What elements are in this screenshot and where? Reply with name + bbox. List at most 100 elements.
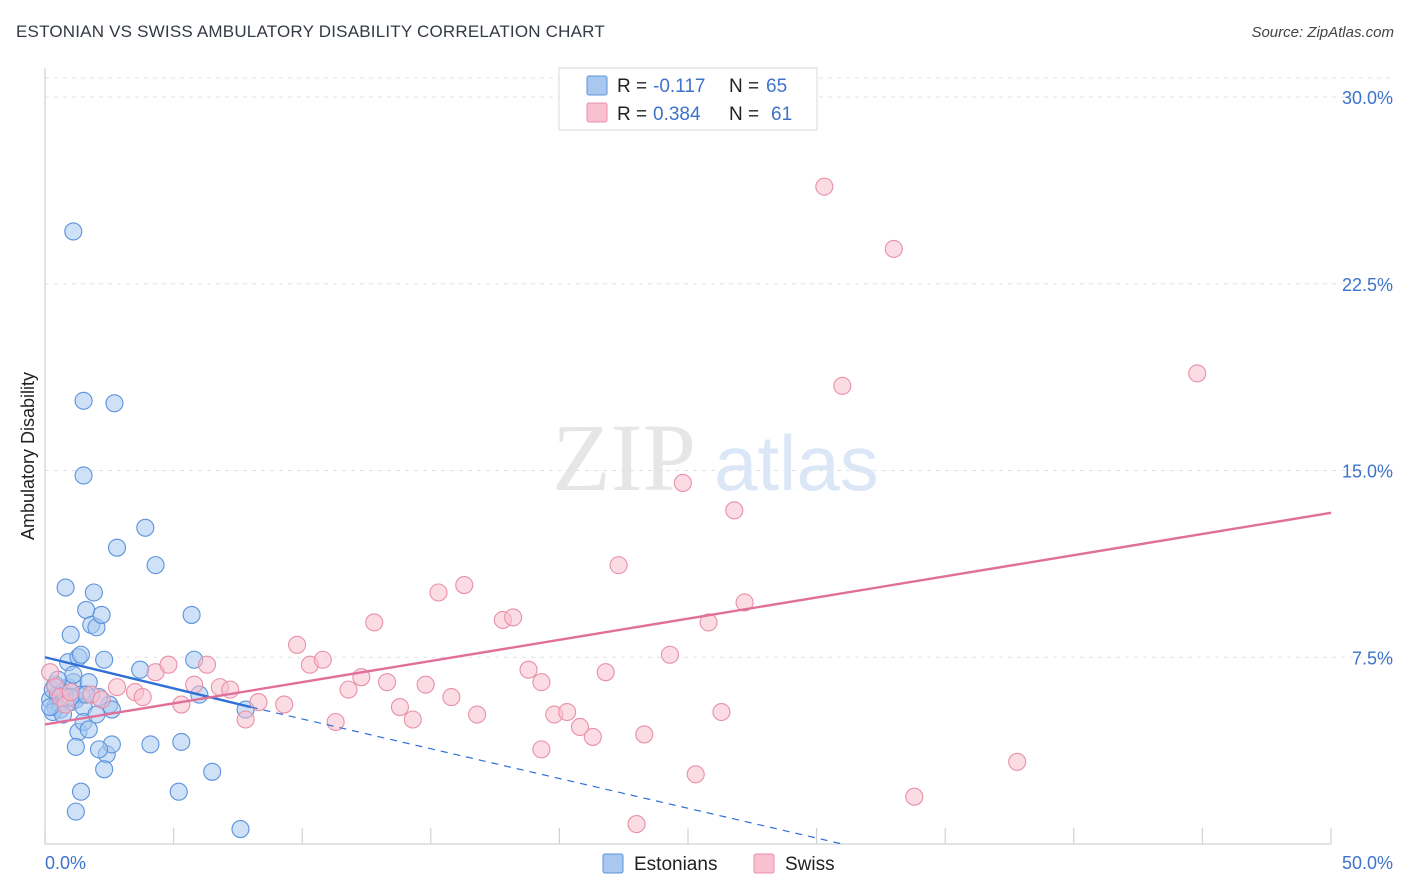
swiss-point-60 [1188, 364, 1207, 383]
x-axis-ticks [44, 828, 1332, 844]
estonian-point-37 [64, 222, 83, 241]
legend: R = -0.117 N = 65 R = 0.384 N = 61 [558, 67, 818, 131]
watermark: ZIP atlas [552, 404, 879, 511]
legend-r-value-estonians: -0.117 [653, 76, 705, 97]
bottom-legend-label-estonians: Estonians [634, 854, 717, 875]
legend-n-value-estonians: 65 [766, 76, 787, 97]
estonian-trend-line [44, 656, 252, 709]
bottom-legend: Estonians Swiss [602, 853, 835, 875]
estonian-point-20 [71, 645, 91, 664]
swiss-point-7 [107, 678, 127, 697]
estonian-point-43 [146, 556, 165, 575]
legend-n-label-swiss: N = [729, 104, 759, 125]
estonian-point-52 [231, 820, 250, 839]
estonian-point-38 [74, 391, 93, 410]
swiss-point-38 [532, 673, 551, 692]
estonian-point-46 [172, 732, 191, 751]
legend-r-value-swiss: 0.384 [653, 104, 701, 125]
swiss-point-51 [699, 613, 718, 632]
swiss-point-17 [236, 710, 255, 729]
swiss-point-32 [442, 688, 461, 707]
swiss-point-12 [172, 695, 191, 714]
chart-title: ESTONIAN VS SWISS AMBULATORY DISABILITY … [16, 22, 605, 41]
swiss-point-4 [61, 683, 80, 702]
swiss-point-52 [712, 702, 731, 722]
y-tick-label-2: 22.5% [1342, 275, 1393, 295]
estonian-point-63 [79, 720, 98, 739]
series-estonians [41, 222, 255, 839]
estonian-point-34 [95, 760, 114, 779]
estonian-point-47 [182, 605, 201, 624]
swiss-point-50 [686, 765, 705, 784]
legend-n-label-estonians: N = [729, 76, 759, 97]
legend-swatch-swiss [586, 102, 608, 123]
y-tick-label-0: 7.5% [1352, 648, 1393, 668]
swiss-point-41 [558, 702, 577, 722]
swiss-point-42 [570, 717, 590, 737]
watermark-atlas: atlas [714, 419, 879, 507]
y-tick-label-3: 30.0% [1342, 88, 1393, 108]
swiss-point-34 [468, 705, 487, 724]
swiss-point-11 [159, 655, 178, 674]
swiss-point-45 [609, 556, 628, 575]
swiss-point-14 [197, 655, 217, 674]
swiss-point-9 [133, 688, 152, 707]
legend-r-label-estonians: R = [617, 76, 647, 97]
swiss-point-47 [635, 725, 654, 744]
y-axis-title: Ambulatory Disability [18, 372, 38, 540]
swiss-point-37 [519, 660, 538, 679]
chart-source: Source: ZipAtlas.com [1251, 24, 1394, 41]
swiss-point-58 [905, 787, 924, 806]
swiss-point-28 [390, 697, 409, 717]
estonian-point-45 [141, 735, 160, 754]
swiss-point-49 [673, 473, 692, 493]
estonian-point-22 [56, 578, 75, 597]
swiss-point-46 [627, 815, 646, 834]
estonian-point-62 [89, 740, 109, 759]
swiss-point-54 [735, 593, 754, 612]
swiss-point-19 [275, 695, 294, 714]
y-tick-label-1: 15.0% [1342, 462, 1393, 482]
trend-lines [44, 511, 1332, 845]
estonian-point-44 [131, 660, 150, 679]
swiss-point-18 [249, 693, 268, 712]
watermark-zip: ZIP [552, 404, 696, 511]
estonian-point-21 [61, 625, 80, 644]
estonian-point-41 [107, 538, 127, 557]
swiss-point-57 [884, 239, 903, 258]
swiss-point-43 [583, 727, 602, 746]
swiss-point-59 [1008, 752, 1027, 771]
estonian-point-42 [136, 518, 155, 537]
bottom-legend-label-swiss: Swiss [785, 854, 835, 875]
legend-n-value-swiss: 61 [771, 104, 792, 125]
swiss-point-20 [288, 635, 307, 654]
x-tick-label-max: 50.0% [1342, 853, 1393, 873]
swiss-point-22 [313, 650, 332, 669]
estonian-point-27 [84, 583, 103, 602]
swiss-point-29 [403, 710, 422, 729]
swiss-point-31 [429, 583, 448, 602]
estonian-point-26 [92, 605, 111, 624]
swiss-trend-line [44, 511, 1332, 726]
estonian-point-19 [66, 737, 85, 756]
estonian-point-35 [71, 782, 91, 801]
swiss-point-48 [660, 645, 680, 664]
series-swiss [41, 177, 1207, 834]
swiss-point-26 [365, 613, 384, 632]
swiss-point-33 [455, 575, 474, 595]
legend-swatch-estonians [586, 75, 608, 96]
swiss-point-39 [532, 740, 551, 759]
swiss-point-30 [416, 675, 435, 694]
swiss-point-13 [185, 675, 204, 694]
swiss-point-55 [815, 177, 834, 196]
swiss-point-27 [378, 673, 397, 692]
estonian-point-15 [64, 665, 83, 684]
bottom-legend-swatch-swiss [753, 853, 775, 874]
estonian-trend-extension [250, 706, 843, 845]
swiss-point-36 [504, 608, 523, 627]
estonian-point-30 [95, 650, 114, 669]
estonian-point-40 [74, 466, 93, 485]
legend-r-label-swiss: R = [617, 104, 647, 125]
swiss-point-6 [92, 690, 111, 709]
swiss-point-53 [725, 501, 744, 520]
